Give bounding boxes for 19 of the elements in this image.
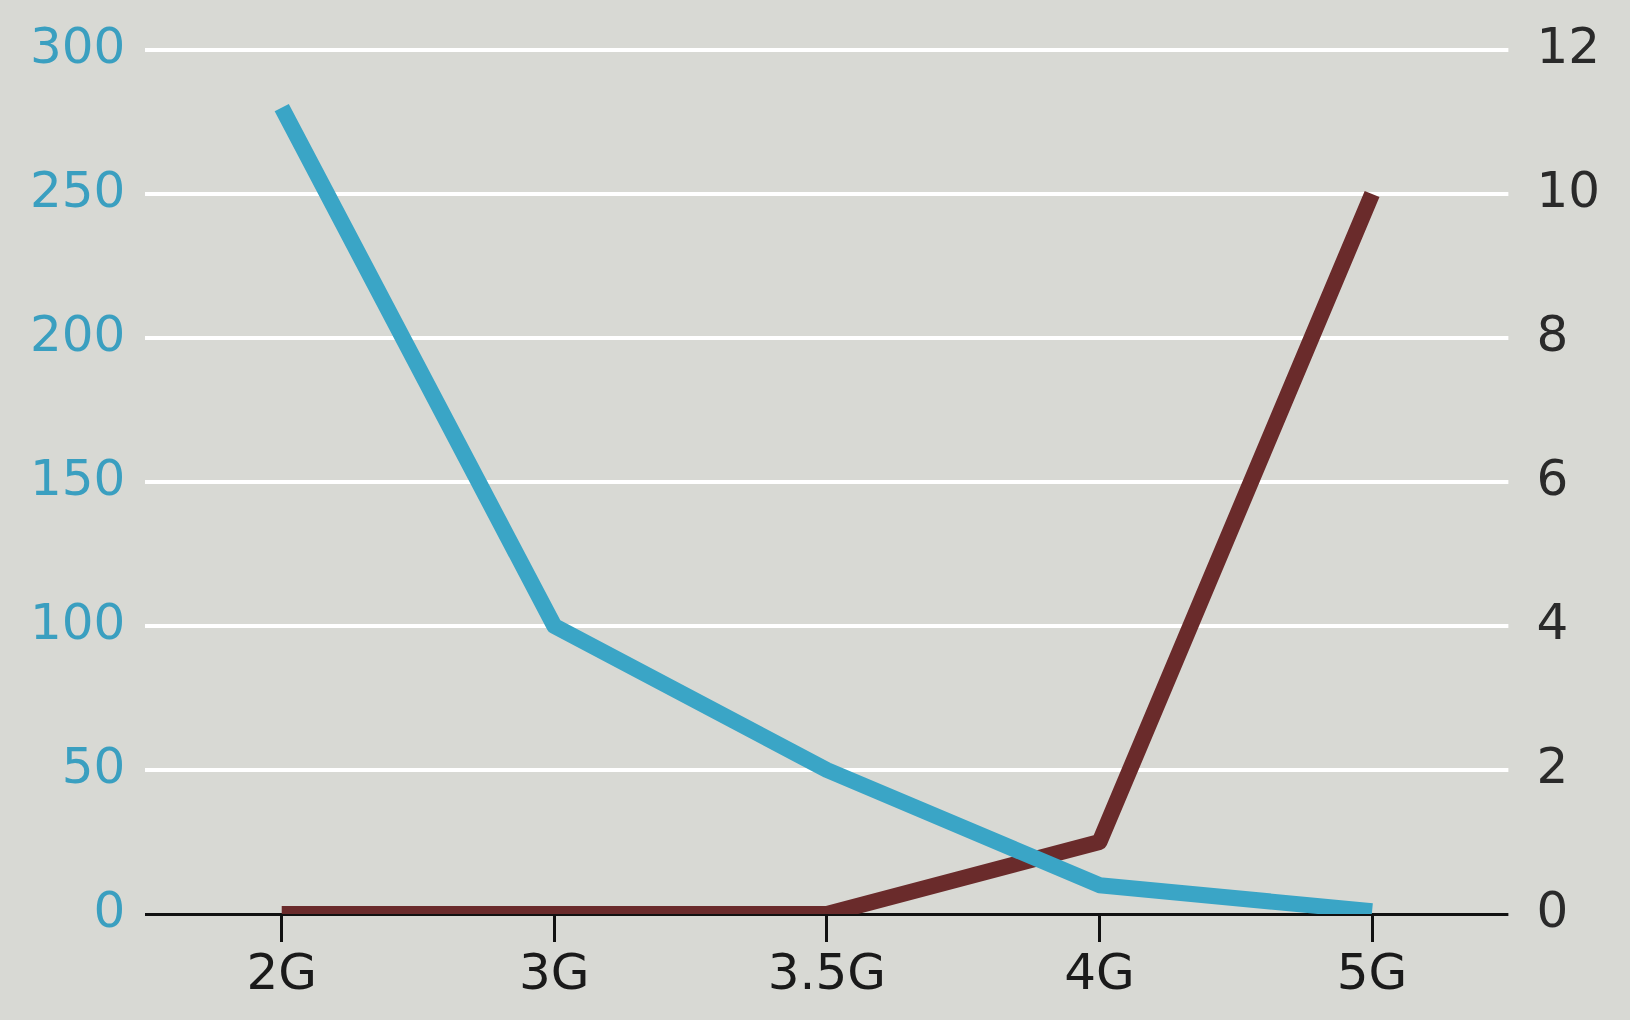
y-tick-label: 200 bbox=[30, 304, 126, 363]
y2-tick-label: 4 bbox=[1536, 592, 1569, 651]
y2-tick-label: 10 bbox=[1536, 160, 1600, 219]
y-tick-label: 0 bbox=[93, 880, 126, 939]
x-tick-label: 2G bbox=[246, 942, 318, 1001]
y-tick-label: 150 bbox=[30, 448, 126, 507]
y-tick-label: 100 bbox=[30, 592, 126, 651]
y2-tick-label: 2 bbox=[1536, 736, 1569, 795]
y-tick-label: 250 bbox=[30, 160, 126, 219]
y-tick-label: 50 bbox=[61, 736, 126, 795]
x-tick-label: 3.5G bbox=[767, 942, 887, 1001]
x-tick-label: 5G bbox=[1336, 942, 1408, 1001]
y-tick-label: 300 bbox=[30, 16, 126, 75]
y2-tick-label: 12 bbox=[1536, 16, 1600, 75]
y2-tick-label: 0 bbox=[1536, 880, 1569, 939]
x-tick-label: 4G bbox=[1064, 942, 1135, 1001]
y2-tick-label: 6 bbox=[1536, 448, 1569, 507]
x-tick-label: 3G bbox=[519, 942, 590, 1001]
y2-tick-label: 8 bbox=[1536, 304, 1569, 363]
